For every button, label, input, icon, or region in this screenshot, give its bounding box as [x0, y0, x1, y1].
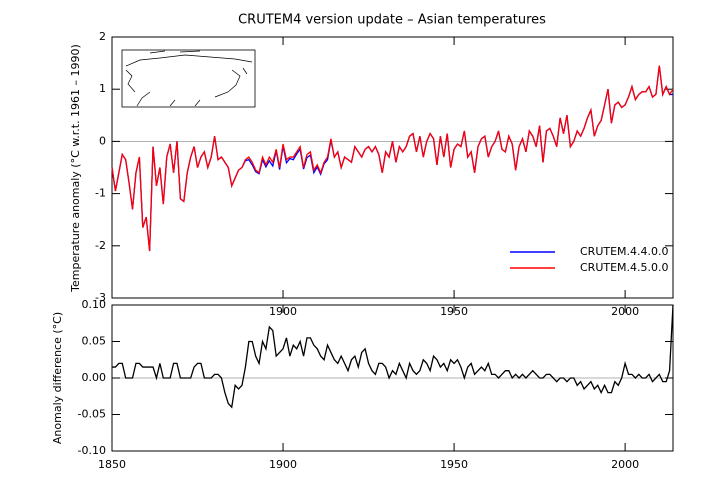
y-tick-label: 0	[99, 134, 106, 147]
legend-label: CRUTEM.4.4.0.0	[580, 245, 669, 258]
y-tick-label: 0.00	[82, 371, 107, 384]
data-line	[111, 65, 674, 252]
x-tick-label: 2000	[611, 458, 639, 471]
chart-title: CRUTEM4 version update – Asian temperatu…	[238, 13, 546, 28]
x-tick-label: 1850	[98, 458, 126, 471]
y-tick-label: 0.05	[82, 335, 107, 348]
x-tick-label: 1950	[440, 458, 468, 471]
x-tick-label: 1900	[269, 458, 297, 471]
y-tick-label: -2	[95, 239, 106, 252]
y-tick-label: -0.05	[78, 408, 106, 421]
y-tick-label: 1	[99, 82, 106, 95]
y-axis-label: Anomaly difference (°C)	[51, 312, 64, 444]
inset-map	[121, 49, 256, 108]
y-tick-label: -3	[95, 291, 106, 304]
y-tick-label: 0.10	[82, 298, 107, 311]
y-axis-label: Temperature anomaly (°C w.r.t. 1961 – 19…	[69, 44, 82, 293]
data-line	[112, 304, 674, 409]
legend-label: CRUTEM.4.5.0.0	[580, 261, 669, 274]
y-tick-label: -0.10	[78, 444, 106, 457]
y-tick-label: 2	[99, 30, 106, 43]
y-tick-label: -1	[95, 187, 106, 200]
